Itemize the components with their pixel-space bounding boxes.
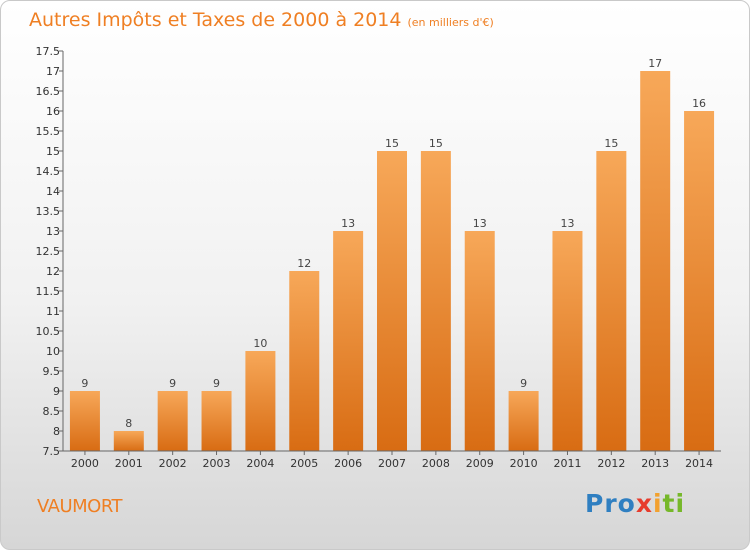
y-tick-label: 16.5 [36,85,61,98]
y-tick-label: 9.5 [43,365,61,378]
data-label: 9 [81,377,88,390]
y-tick-label: 16 [46,105,60,118]
data-label: 15 [604,137,618,150]
bar [464,231,495,451]
y-tick-label: 7.5 [43,445,61,458]
x-tick-label: 2005 [290,457,318,470]
bar [245,351,276,451]
bar [333,231,364,451]
x-tick-label: 2007 [378,457,406,470]
bar [552,231,583,451]
bar [377,151,407,451]
x-tick-label: 2003 [203,457,231,470]
data-label: 17 [648,57,662,70]
x-tick-label: 2008 [422,457,450,470]
x-axis: 2000 2001 2002 2003 2004 2005 2006 2007 2008 2009… [63,450,721,470]
data-label: 16 [692,97,706,110]
commune-name: VAUMORT [37,496,123,517]
bar [596,151,627,451]
chart-title: Autres Impôts et Taxes de 2000 à 2014 (en… [29,9,494,31]
y-tick-label: 13.5 [36,205,61,218]
data-label: 10 [253,337,267,350]
y-tick-label: 14 [46,185,60,198]
bar [420,151,451,451]
y-tick-label: 9 [53,385,60,398]
x-tick-label: 2002 [159,457,187,470]
x-tick-label: 2013 [641,457,669,470]
y-tick-label: 12.5 [36,245,61,258]
data-label: 12 [297,257,311,270]
bar [640,71,671,451]
data-label: 13 [560,217,574,230]
y-tick-label: 10 [46,345,60,358]
x-tick-label: 2000 [71,457,99,470]
y-tick-label: 8.5 [43,405,61,418]
x-tick-label: 2010 [510,457,538,470]
data-label: 13 [473,217,487,230]
data-label: 9 [520,377,527,390]
proxiti-logo[interactable]: Proxiti [585,489,686,518]
y-tick-label: 13 [46,225,60,238]
x-tick-label: 2009 [466,457,494,470]
data-label: 9 [213,377,220,390]
y-tick-label: 17.5 [36,45,61,58]
y-tick-label: 11.5 [36,285,61,298]
y-tick-label: 10.5 [36,325,61,338]
y-axis: 7.5 8 8.5 9 9.5 10 10.5 11 11.5 12 12.5 13 13.5 14 14.… [36,45,64,458]
data-label: 8 [125,417,132,430]
x-tick-label: 2004 [246,457,274,470]
bars: 9 8 9 9 10 12 13 15 15 13 9 13 15 17 16 [69,57,715,451]
data-label: 15 [385,137,399,150]
bar [201,391,232,451]
chart-title-text: Autres Impôts et Taxes de 2000 à 2014 [29,9,402,31]
x-tick-label: 2006 [334,457,362,470]
y-tick-label: 12 [46,265,60,278]
data-label: 9 [169,377,176,390]
x-tick-label: 2001 [115,457,143,470]
bar [157,391,188,451]
bar [684,111,715,451]
y-tick-label: 8 [53,425,60,438]
y-tick-label: 15.5 [36,125,61,138]
y-tick-label: 14.5 [36,165,61,178]
data-label: 13 [341,217,355,230]
x-tick-label: 2012 [597,457,625,470]
x-tick-label: 2011 [553,457,581,470]
y-tick-label: 15 [46,145,60,158]
y-tick-label: 17 [46,65,60,78]
bar [508,391,539,451]
y-tick-label: 11 [46,305,60,318]
bar [69,391,100,451]
x-tick-label: 2014 [685,457,713,470]
data-label: 15 [429,137,443,150]
bar [289,271,320,451]
chart-subtitle: (en milliers d'€) [407,16,494,29]
bar [113,431,144,451]
